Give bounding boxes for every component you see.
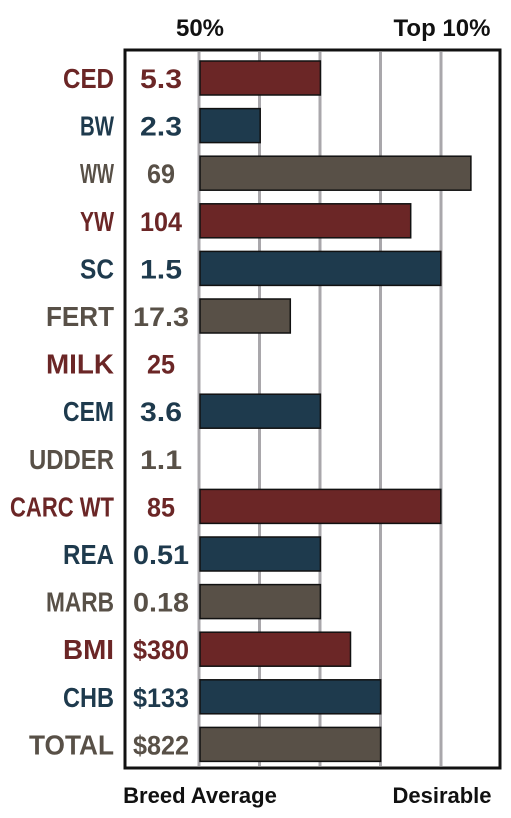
footer-label-breed-average: Breed Average [123,783,277,808]
bar-bmi [199,631,352,667]
bar-bw [199,107,261,144]
footer-label-desirable: Desirable [392,783,491,808]
trait-value: 104 [140,207,182,237]
trait-value: 3.6 [140,397,182,427]
trait-name: MILK [46,349,114,380]
trait-name: FERT [46,301,114,332]
bar-fert [199,298,292,334]
header-label-50: 50% [176,15,224,42]
trait-value: 0.18 [133,588,189,618]
bar-sc [199,250,442,287]
trait-value: 69 [147,159,175,189]
trait-name: CHB [63,682,114,713]
trait-value: $380 [133,635,189,665]
trait-name: WW [80,158,114,189]
trait-name: CEM [63,396,114,427]
trait-value: 0.51 [133,540,189,570]
trait-name: CED [63,63,114,94]
trait-value: 17.3 [133,302,189,332]
trait-value: 85 [147,492,175,522]
trait-value: 1.5 [140,254,182,284]
trait-value: $822 [133,730,189,760]
trait-value: 5.3 [140,64,182,94]
trait-name: TOTAL [29,729,114,760]
trait-name: YW [80,206,114,237]
trait-name: CARC WT [10,491,114,522]
trait-labels: CED 5.3 BW 2.3 WW 69 YW 104 SC 1.5 FERT 17.3 MILK 25 C… [10,63,189,760]
bars-group [199,60,472,763]
header-label-top10: Top 10% [394,15,491,42]
trait-name: REA [63,539,114,570]
bar-total [199,726,382,763]
trait-name: BMI [63,634,114,665]
bar-cem [199,393,322,429]
trait-value: 1.1 [140,445,182,475]
bar-yw [199,203,412,239]
plot-frame [123,48,502,770]
bar-ww [199,155,472,191]
trait-name: BW [80,111,114,142]
trait-name: MARB [46,587,114,618]
trait-value: $133 [133,683,189,713]
trait-value: 25 [147,350,175,380]
bar-ced [199,60,322,96]
bar-rea [199,536,322,572]
trait-name: UDDER [29,444,114,475]
trait-value: 2.3 [140,112,182,142]
bar-marb [199,583,322,620]
bar-carc-wt [199,488,442,525]
bar-chb [199,679,382,715]
trait-name: SC [80,253,114,284]
